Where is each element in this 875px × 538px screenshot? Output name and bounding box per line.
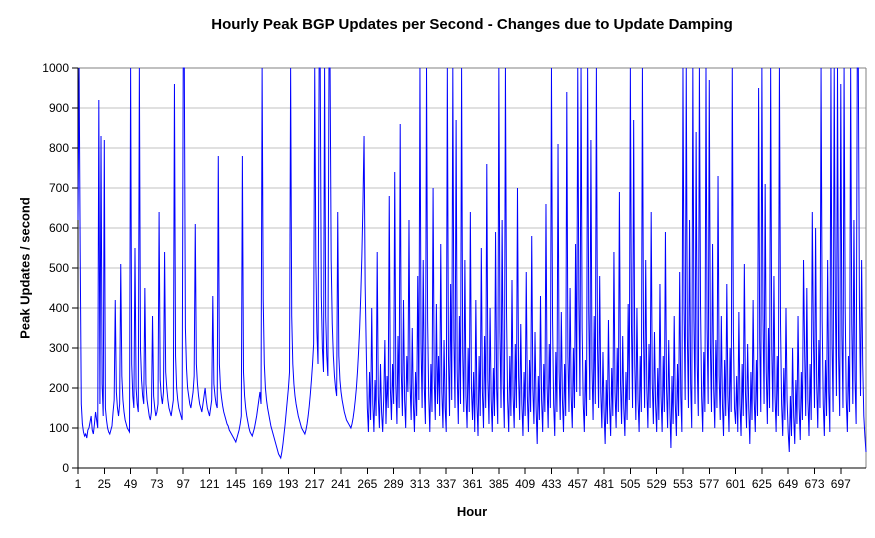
x-tick-label: 169 bbox=[252, 477, 272, 491]
x-tick-label: 481 bbox=[594, 477, 614, 491]
x-tick-label: 73 bbox=[150, 477, 164, 491]
y-tick-label: 1000 bbox=[42, 61, 69, 75]
y-tick-label: 500 bbox=[49, 261, 69, 275]
x-tick-label: 409 bbox=[515, 477, 535, 491]
x-tick-label: 97 bbox=[177, 477, 191, 491]
y-tick-label: 0 bbox=[62, 461, 69, 475]
x-tick-label: 265 bbox=[357, 477, 377, 491]
chart-title: Hourly Peak BGP Updates per Second - Cha… bbox=[211, 16, 733, 33]
x-tick-label: 577 bbox=[699, 477, 719, 491]
y-tick-label: 900 bbox=[49, 101, 69, 115]
x-tick-label: 505 bbox=[620, 477, 640, 491]
y-tick-label: 700 bbox=[49, 181, 69, 195]
x-tick-label: 673 bbox=[804, 477, 824, 491]
x-tick-label: 625 bbox=[752, 477, 772, 491]
y-tick-label: 200 bbox=[49, 381, 69, 395]
y-tick-label: 600 bbox=[49, 221, 69, 235]
x-tick-label: 121 bbox=[200, 477, 220, 491]
x-tick-label: 433 bbox=[541, 477, 561, 491]
x-tick-label: 241 bbox=[331, 477, 351, 491]
x-tick-label: 289 bbox=[384, 477, 404, 491]
y-tick-label: 400 bbox=[49, 301, 69, 315]
x-tick-label: 25 bbox=[98, 477, 112, 491]
x-tick-label: 385 bbox=[489, 477, 509, 491]
y-tick-label: 800 bbox=[49, 141, 69, 155]
x-tick-label: 601 bbox=[726, 477, 746, 491]
series-line bbox=[77, 67, 867, 460]
x-axis-title: Hour bbox=[456, 504, 488, 519]
x-tick-label: 49 bbox=[124, 477, 138, 491]
x-tick-label: 217 bbox=[305, 477, 325, 491]
x-tick-label: 697 bbox=[831, 477, 851, 491]
x-tick-label: 145 bbox=[226, 477, 246, 491]
x-tick-label: 313 bbox=[410, 477, 430, 491]
x-tick-label: 193 bbox=[278, 477, 298, 491]
y-tick-label: 300 bbox=[49, 341, 69, 355]
x-tick-label: 529 bbox=[647, 477, 667, 491]
y-tick-label: 100 bbox=[49, 421, 69, 435]
x-tick-label: 1 bbox=[75, 477, 82, 491]
x-tick-label: 457 bbox=[568, 477, 588, 491]
x-tick-label: 361 bbox=[463, 477, 483, 491]
x-tick-label: 337 bbox=[436, 477, 456, 491]
x-tick-label: 649 bbox=[778, 477, 798, 491]
x-tick-label: 553 bbox=[673, 477, 693, 491]
